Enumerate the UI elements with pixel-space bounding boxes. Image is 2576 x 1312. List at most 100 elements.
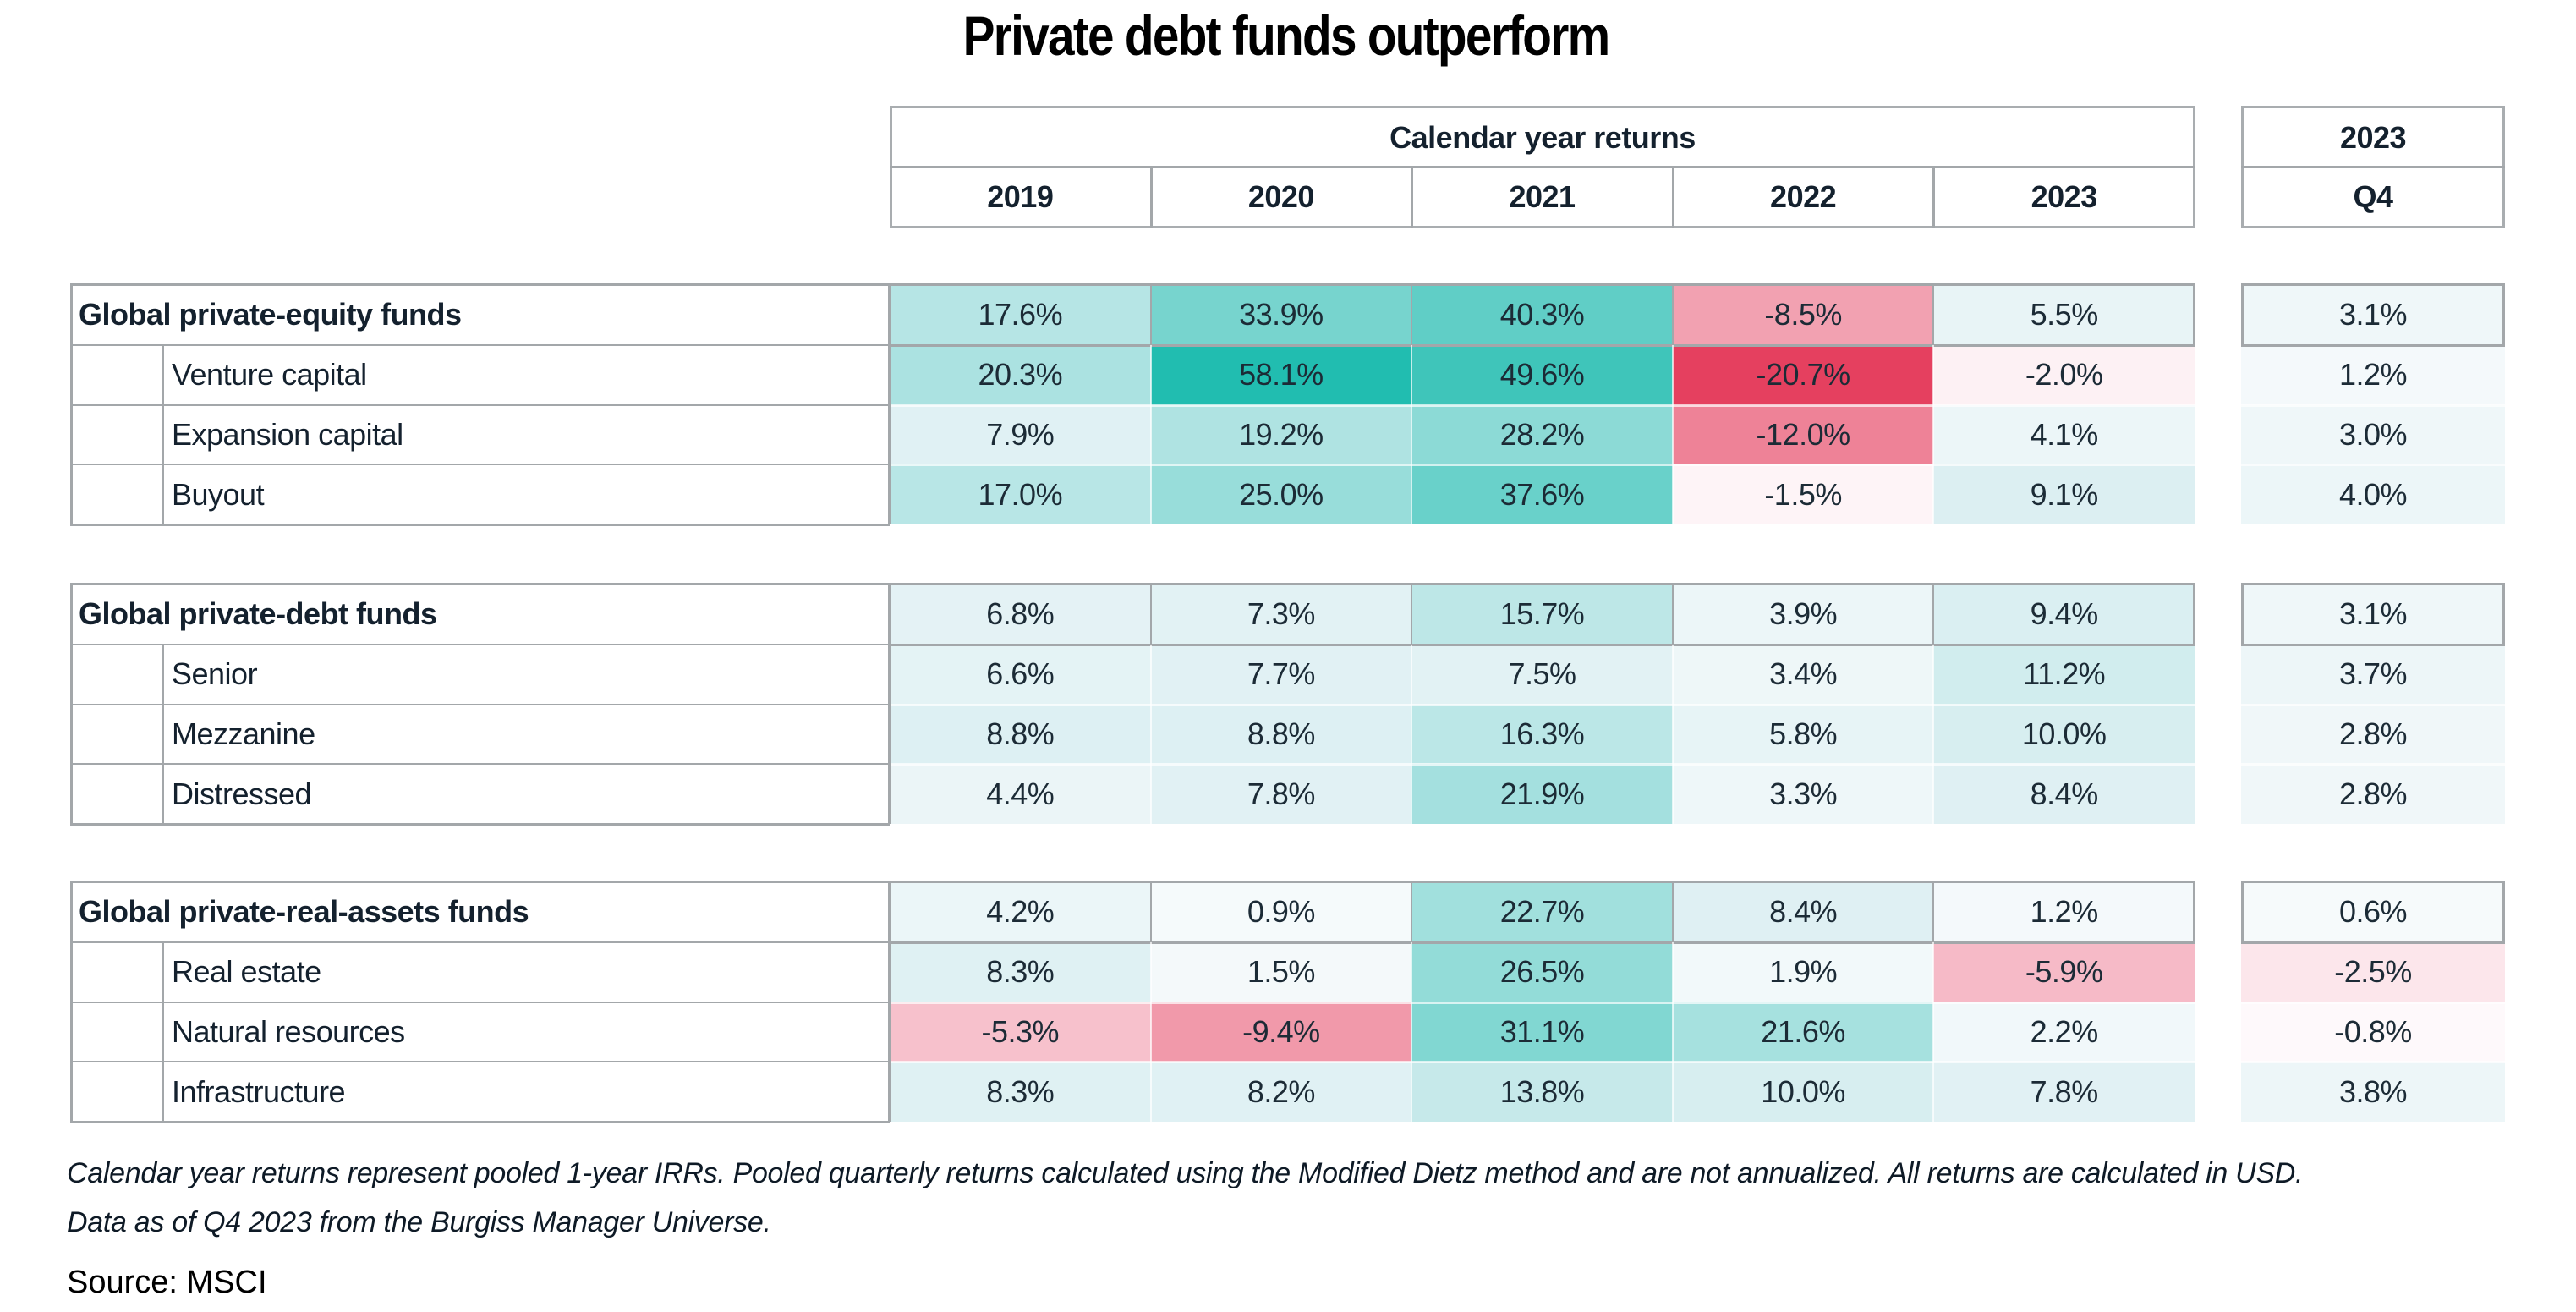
row-label: Real estate [172, 954, 321, 990]
value-cell: 19.2% [1150, 404, 1412, 465]
column-header-divider [1149, 167, 1153, 228]
row-gap [2241, 1001, 2505, 1004]
row-gap [890, 464, 2195, 467]
chart-title: Private debt funds outperform [962, 4, 1610, 67]
group-row-bottom-border [890, 343, 2195, 347]
value-cell: 21.9% [1411, 764, 1673, 825]
value-cell: 7.7% [1150, 644, 1412, 705]
group-row-divider [1411, 882, 1413, 942]
block-bottom-border [70, 524, 890, 527]
row-divider [70, 941, 890, 943]
column-gap [1149, 941, 1152, 1123]
column-gap [1932, 344, 1935, 525]
value-cell: 21.6% [1672, 1002, 1934, 1062]
indent-divider [162, 941, 164, 1123]
row-gap [890, 703, 2195, 706]
value-cell: 2.2% [1933, 1002, 2195, 1062]
value-cell: 26.5% [1411, 941, 1673, 1002]
block-left-border [70, 283, 73, 525]
value-cell: 8.8% [890, 704, 1151, 765]
q4-group-right-border [2502, 585, 2505, 645]
group-q4-cell: 3.1% [2241, 285, 2505, 345]
row-gap [2241, 703, 2505, 706]
row-divider [70, 643, 890, 645]
header-divider [890, 166, 2195, 168]
q4-cell: -2.5% [2241, 941, 2505, 1002]
row-divider [70, 343, 890, 346]
value-cell: 1.9% [1672, 941, 1934, 1002]
block-top-border [70, 283, 890, 286]
row-label: Buyout [172, 476, 265, 512]
block-right-border [888, 283, 891, 525]
value-cell: 8.8% [1150, 704, 1412, 765]
group-row-divider [1932, 585, 1935, 645]
column-gap [1411, 644, 1413, 825]
value-cell: -12.0% [1672, 404, 1934, 465]
q4-cell: -0.8% [2241, 1002, 2505, 1062]
q4-group-right-border [2502, 882, 2505, 942]
group-value-cell: 4.2% [890, 882, 1151, 942]
row-gap [890, 403, 2195, 407]
value-cell: 7.8% [1150, 764, 1412, 825]
row-label: Senior [172, 656, 258, 692]
value-cell: 3.3% [1672, 764, 1934, 825]
value-cell: 9.1% [1933, 464, 2195, 525]
group-value-cell: 40.3% [1411, 285, 1673, 345]
value-cell: 6.6% [890, 644, 1151, 705]
column-gap [1671, 644, 1674, 825]
indent-divider [162, 344, 164, 525]
column-header-2022: 2022 [1770, 179, 1837, 214]
row-label: Mezzanine [172, 716, 315, 751]
q4-group-label: 2023 [2339, 120, 2407, 155]
column-header-2020: 2020 [1247, 179, 1315, 214]
q4-cell: 3.0% [2241, 404, 2505, 465]
column-header-2019: 2019 [987, 179, 1054, 214]
value-cell: -1.5% [1672, 464, 1934, 525]
q4-cell: 2.8% [2241, 764, 2505, 825]
group-value-cell: 5.5% [1933, 285, 2195, 345]
group-q4-cell: 0.6% [2241, 882, 2505, 942]
block-bottom-border [70, 1121, 890, 1124]
row-gap [890, 1001, 2195, 1004]
q4-group-bottom-border [2241, 643, 2505, 646]
block-right-border [888, 583, 891, 825]
footnote-line-1: Calendar year returns represent pooled 1… [67, 1157, 2304, 1189]
group-value-cell: 3.9% [1672, 585, 1934, 645]
value-cell: 5.8% [1672, 704, 1934, 765]
row-gap [2241, 763, 2505, 766]
value-cell: -20.7% [1672, 344, 1934, 405]
row-label: Venture capital [172, 357, 367, 393]
row-label: Distressed [172, 776, 312, 811]
group-value-cell: 22.7% [1411, 882, 1673, 942]
group-row-right-border [2193, 882, 2195, 942]
value-cell: 1.5% [1150, 941, 1412, 1002]
column-gap [1149, 344, 1152, 525]
value-cell: 16.3% [1411, 704, 1673, 765]
block-right-border [888, 881, 891, 1123]
block-top-border [70, 583, 890, 585]
group-value-cell: 1.2% [1933, 882, 2195, 942]
q4-cell: 3.8% [2241, 1062, 2505, 1123]
row-gap [890, 763, 2195, 766]
value-cell: 17.0% [890, 464, 1151, 525]
value-cell: -2.0% [1933, 344, 2195, 405]
q4-group-left-border [2241, 285, 2244, 345]
group-row-divider [1149, 585, 1152, 645]
group-row-divider [1671, 585, 1674, 645]
group-row-divider [1149, 882, 1152, 942]
q4-cell: 3.7% [2241, 644, 2505, 705]
group-value-cell: -8.5% [1672, 285, 1934, 345]
value-cell: 7.5% [1411, 644, 1673, 705]
q4-group-left-border [2241, 585, 2244, 645]
column-header-2023: 2023 [2031, 179, 2098, 214]
q4-cell: 1.2% [2241, 344, 2505, 405]
group-value-cell: 6.8% [890, 585, 1151, 645]
group-value-cell: 8.4% [1672, 882, 1934, 942]
source-label: Source: MSCI [67, 1265, 267, 1300]
block-top-border [70, 881, 890, 883]
group-row-divider [1671, 285, 1674, 345]
value-cell: 4.1% [1933, 404, 2195, 465]
group-row-right-border [2193, 285, 2195, 345]
column-gap [1149, 644, 1152, 825]
group-value-cell: 9.4% [1933, 585, 2195, 645]
